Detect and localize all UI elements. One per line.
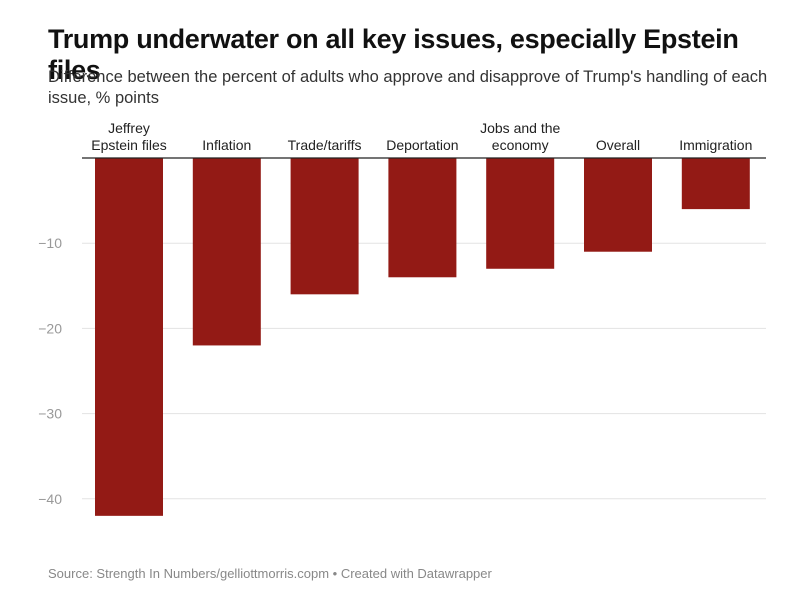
bar — [192, 158, 261, 346]
bar — [584, 158, 652, 252]
category-label: Overall — [596, 137, 640, 153]
bar — [681, 158, 750, 210]
bar — [290, 158, 359, 295]
bar — [388, 158, 457, 278]
y-tick-label: −10 — [38, 235, 62, 251]
y-tick-label: −20 — [38, 320, 62, 336]
bar — [486, 158, 555, 269]
category-label: Jeffrey — [108, 120, 150, 136]
y-tick-label: −30 — [38, 406, 62, 422]
category-label: Trade/tariffs — [288, 137, 362, 153]
category-label: Immigration — [679, 137, 752, 153]
chart-subtitle: Difference between the percent of adults… — [48, 68, 768, 107]
category-label: Epstein files — [91, 137, 166, 153]
category-label: Inflation — [202, 137, 251, 153]
bar — [95, 158, 163, 516]
category-label: Jobs and the — [480, 120, 560, 136]
category-label: Deportation — [386, 137, 458, 153]
y-tick-label: −40 — [38, 491, 62, 507]
category-label: economy — [492, 137, 549, 153]
chart-title: Trump underwater on all key issues, espe… — [48, 24, 739, 85]
source-note: Source: Strength In Numbers/gelliottmorr… — [48, 566, 492, 581]
